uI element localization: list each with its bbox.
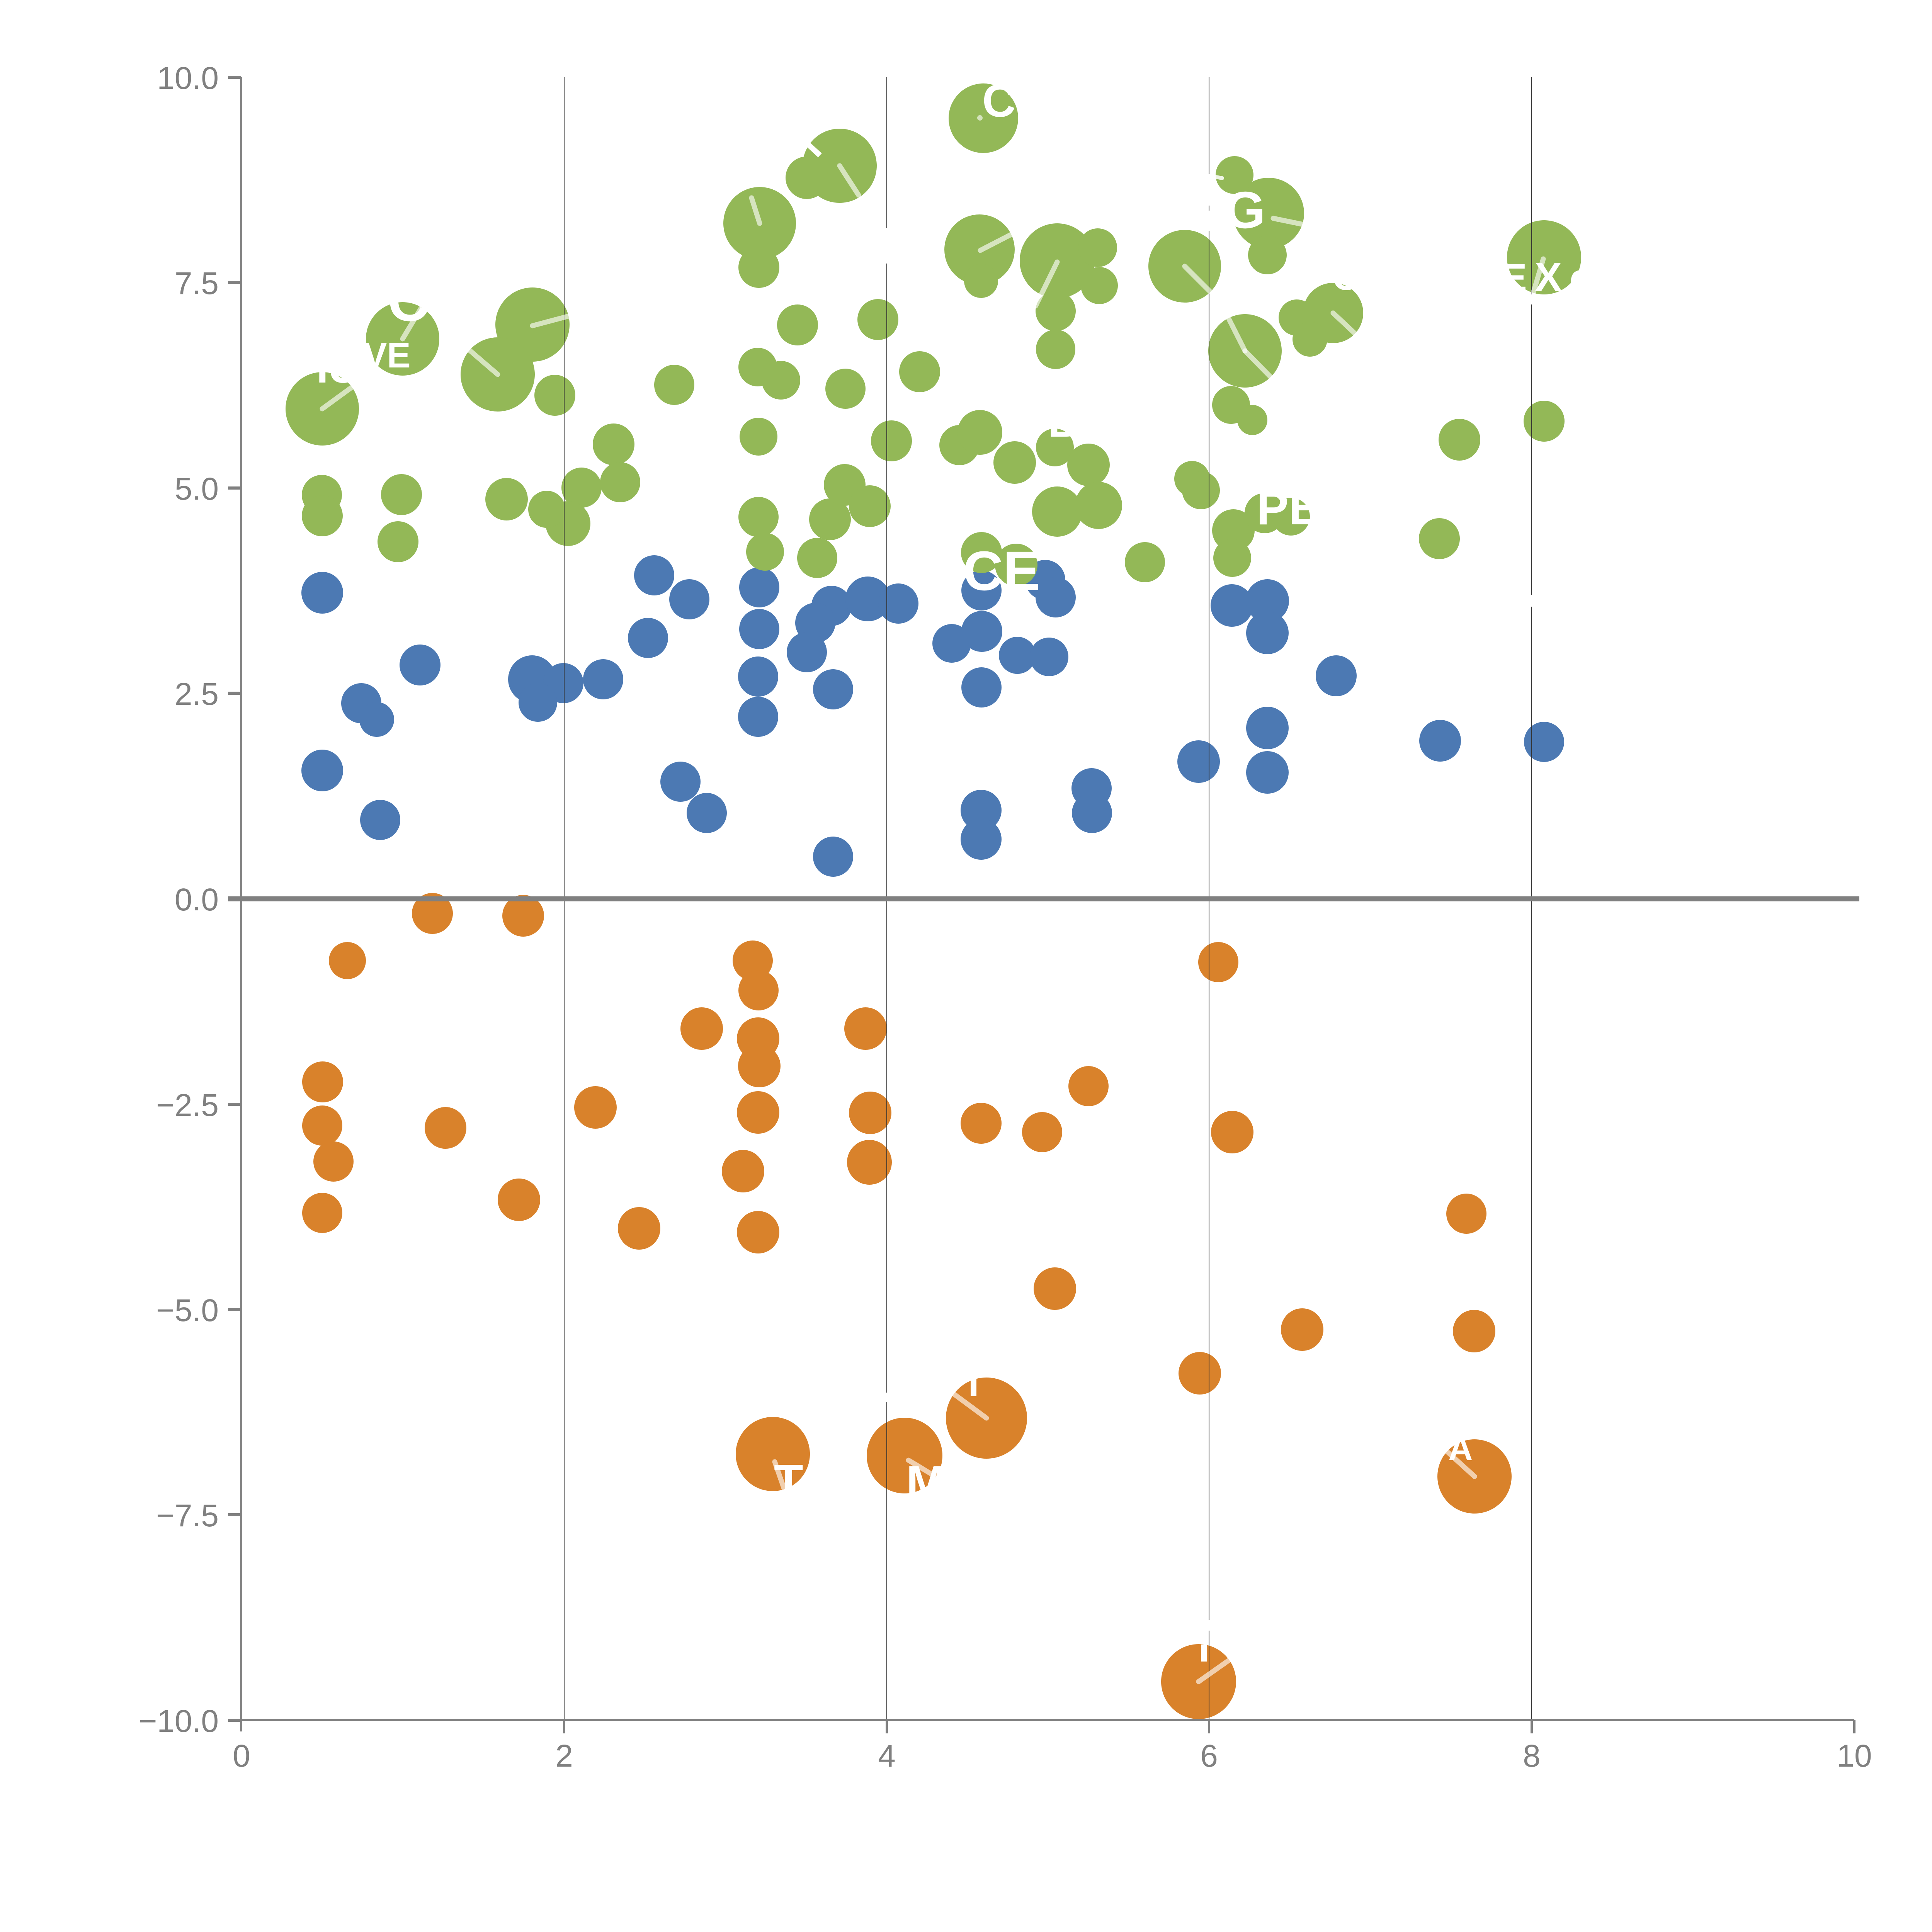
svg-text:−10.0: −10.0: [139, 1704, 219, 1739]
svg-text:2: 2: [555, 1738, 573, 1774]
svg-text:IU: IU: [316, 344, 359, 392]
svg-text:0.0: 0.0: [175, 882, 219, 917]
svg-text:7.5: 7.5: [175, 266, 219, 301]
svg-text:M: M: [906, 1456, 946, 1510]
svg-text:10: 10: [1837, 1738, 1872, 1774]
svg-text:A: A: [1448, 1429, 1473, 1468]
svg-text:5.0: 5.0: [175, 471, 219, 507]
svg-text:PE: PE: [1257, 481, 1320, 535]
svg-text:10.0: 10.0: [157, 61, 219, 96]
svg-text:6: 6: [1200, 1738, 1218, 1774]
svg-text:CE: CE: [963, 540, 1040, 602]
svg-text:−2.5: −2.5: [156, 1088, 219, 1123]
svg-text:G: G: [1225, 181, 1265, 239]
svg-text:8: 8: [1523, 1738, 1541, 1774]
svg-text:O: O: [1332, 257, 1361, 298]
svg-text:VE: VE: [363, 336, 411, 375]
svg-text:T: T: [774, 1455, 803, 1509]
svg-text:4: 4: [878, 1738, 896, 1774]
svg-text:B: B: [1048, 397, 1080, 446]
svg-text:o: o: [1570, 256, 1593, 299]
svg-text:E: E: [1501, 256, 1527, 299]
svg-text:C: C: [388, 268, 429, 333]
svg-text:C: C: [982, 75, 1016, 127]
svg-text:−5.0: −5.0: [156, 1293, 219, 1328]
svg-text:X: X: [1535, 255, 1562, 300]
svg-text:2.5: 2.5: [175, 677, 219, 712]
svg-text:−7.5: −7.5: [156, 1498, 219, 1533]
svg-text:0: 0: [233, 1738, 250, 1774]
